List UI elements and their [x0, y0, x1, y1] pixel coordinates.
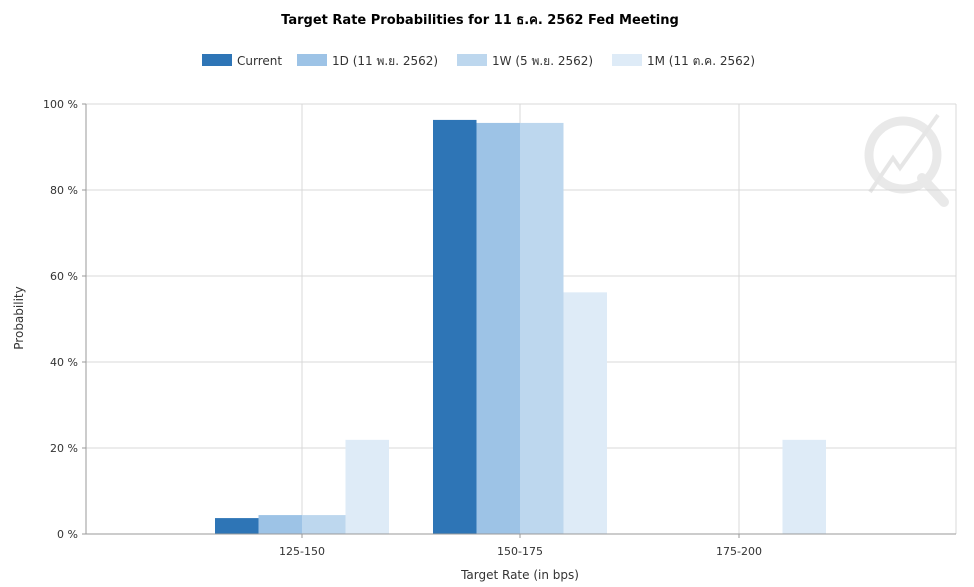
- watermark-logo: [864, 113, 949, 207]
- legend: Current 1D (11 พ.ย. 2562) 1W (5 พ.ย. 2562)…: [202, 54, 755, 68]
- y-tick-label-0: 0 %: [57, 528, 78, 541]
- legend-label-0: Current: [237, 54, 282, 68]
- y-tick-labels: 0 % 20 % 40 % 60 % 80 % 100 %: [43, 98, 78, 541]
- legend-swatch-0: [202, 54, 232, 66]
- bars: [215, 119, 826, 535]
- y-tick-label-4: 80 %: [50, 184, 78, 197]
- legend-swatch-2: [457, 54, 487, 66]
- bar-125-150-series-3: [345, 439, 389, 534]
- y-tick-label-1: 20 %: [50, 442, 78, 455]
- legend-item-3: 1M (11 ต.ค. 2562): [612, 54, 755, 68]
- legend-label-1: 1D (11 พ.ย. 2562): [332, 54, 438, 68]
- x-tick-label-0: 125-150: [279, 545, 325, 558]
- x-axis-label: Target Rate (in bps): [460, 568, 579, 582]
- legend-swatch-1: [297, 54, 327, 66]
- legend-label-3: 1M (11 ต.ค. 2562): [647, 54, 755, 68]
- legend-label-2: 1W (5 พ.ย. 2562): [492, 54, 593, 68]
- legend-item-0: Current: [202, 54, 282, 68]
- axes: [82, 103, 956, 538]
- bar-125-150-series-1: [258, 515, 302, 534]
- x-tick-label-2: 175-200: [716, 545, 762, 558]
- bar-125-150-series-0: [215, 518, 259, 534]
- bar-150-175-series-0: [433, 119, 477, 534]
- legend-swatch-3: [612, 54, 642, 66]
- y-axis-label: Probability: [12, 286, 26, 349]
- bar-125-150-series-2: [302, 515, 346, 534]
- bar-150-175-series-1: [476, 122, 520, 535]
- legend-item-1: 1D (11 พ.ย. 2562): [297, 54, 438, 68]
- x-tick-label-1: 150-175: [497, 545, 543, 558]
- y-tick-label-2: 40 %: [50, 356, 78, 369]
- bar-175-200-series-3: [782, 439, 826, 534]
- x-tick-labels: 125-150 150-175 175-200: [279, 545, 762, 558]
- bar-150-175-series-2: [520, 122, 564, 535]
- y-tick-label-3: 60 %: [50, 270, 78, 283]
- chart-title: Target Rate Probabilities for 11 ธ.ค. 25…: [281, 13, 679, 28]
- legend-item-2: 1W (5 พ.ย. 2562): [457, 54, 593, 68]
- bar-150-175-series-3: [563, 292, 607, 534]
- y-tick-label-5: 100 %: [43, 98, 78, 111]
